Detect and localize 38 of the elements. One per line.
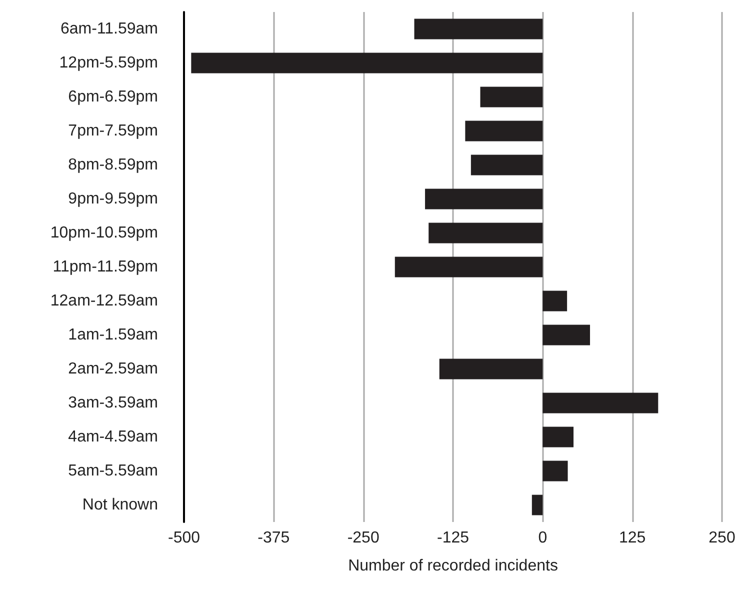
y-tick-label: 5am-5.59am — [68, 462, 158, 480]
bar — [191, 52, 543, 74]
bar — [425, 188, 543, 210]
y-tick-label: 12pm-5.59pm — [59, 54, 158, 72]
y-tick-label: 11pm-11.59pm — [52, 258, 158, 276]
x-tick-label: -125 — [436, 530, 470, 546]
x-tick-label: -500 — [168, 530, 200, 546]
y-tick-label: 12am-12.59am — [50, 292, 158, 310]
bar — [439, 358, 543, 380]
x-tick-label: 0 — [538, 530, 548, 546]
y-tick-label: 6pm-6.59pm — [68, 88, 158, 106]
bar — [465, 120, 543, 142]
bar — [394, 256, 543, 278]
bar — [542, 460, 568, 482]
y-tick-label: Not known — [82, 496, 158, 514]
bar — [542, 324, 590, 346]
y-tick-label: 10pm-10.59pm — [50, 224, 158, 242]
x-tick-label: -250 — [347, 530, 380, 546]
bar — [470, 154, 543, 176]
bar — [542, 290, 568, 312]
y-tick-label: 3am-3.59am — [68, 394, 158, 412]
bar — [428, 222, 543, 244]
y-tick-label: 8pm-8.59pm — [68, 156, 158, 174]
bar — [532, 494, 543, 516]
y-tick-label: 4am-4.59am — [68, 428, 158, 446]
x-axis-title: Number of recorded incidents — [348, 558, 558, 574]
y-tick-label: 9pm-9.59pm — [68, 190, 158, 208]
y-tick-label: 7pm-7.59pm — [68, 122, 158, 140]
y-tick-label: 1am-1.59am — [68, 326, 158, 344]
bar — [480, 86, 543, 108]
x-tick-label: 125 — [618, 530, 646, 546]
y-tick-label: 6am-11.59am — [60, 20, 158, 38]
x-tick-label: 250 — [708, 530, 736, 546]
bar — [542, 392, 658, 414]
bar — [542, 426, 574, 448]
x-tick-label: -375 — [258, 530, 290, 546]
y-tick-label: 2am-2.59am — [68, 360, 158, 378]
bar — [414, 18, 543, 40]
